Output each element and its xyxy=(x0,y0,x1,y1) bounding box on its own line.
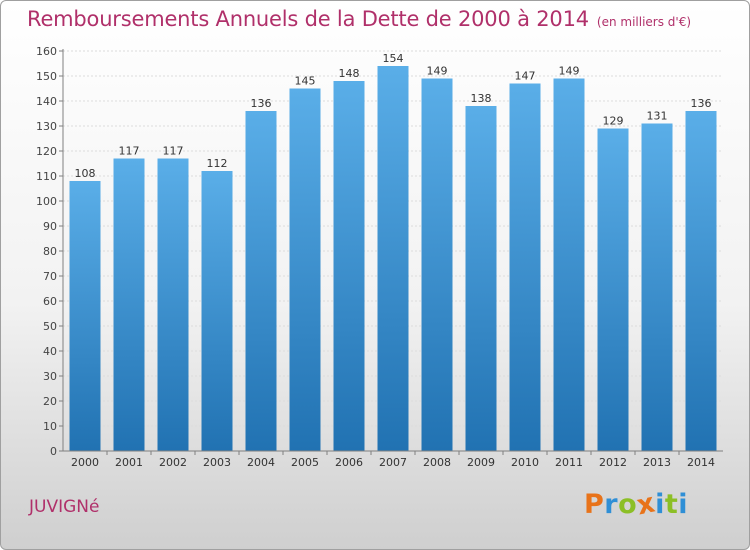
y-tick-label: 100 xyxy=(36,195,57,208)
x-tick-label-2004: 2004 xyxy=(247,456,275,469)
value-label-2003: 112 xyxy=(207,157,228,170)
bar-2014 xyxy=(685,111,717,451)
y-tick-label: 0 xyxy=(50,445,57,458)
y-tick-label: 130 xyxy=(36,120,57,133)
chart-title-text: Remboursements Annuels de la Dette de 20… xyxy=(27,7,589,31)
proxiti-logo: Proxiti xyxy=(584,487,689,521)
x-tick-label-2008: 2008 xyxy=(423,456,451,469)
bar-2000 xyxy=(69,181,101,451)
value-label-2004: 136 xyxy=(251,97,272,110)
value-label-2002: 117 xyxy=(163,145,184,158)
bar-2012 xyxy=(597,128,629,451)
bar-2008 xyxy=(421,78,453,451)
value-label-2001: 117 xyxy=(119,145,140,158)
x-tick-label-2001: 2001 xyxy=(115,456,143,469)
y-tick-label: 20 xyxy=(43,395,57,408)
bar-2011 xyxy=(553,78,585,451)
chart-title: Remboursements Annuels de la Dette de 20… xyxy=(27,7,691,31)
bar-2010 xyxy=(509,83,541,451)
commune-name: JUVIGNé xyxy=(29,497,100,517)
value-label-2000: 108 xyxy=(75,167,96,180)
y-tick-label: 160 xyxy=(36,45,57,58)
x-tick-label-2005: 2005 xyxy=(291,456,319,469)
bar-2004 xyxy=(245,111,277,451)
y-tick-label: 50 xyxy=(43,320,57,333)
bar-2001 xyxy=(113,158,145,451)
value-label-2006: 148 xyxy=(339,67,360,80)
bar-2003 xyxy=(201,171,233,451)
value-label-2007: 154 xyxy=(383,52,404,65)
logo-letter: r xyxy=(604,489,619,520)
x-tick-label-2007: 2007 xyxy=(379,456,407,469)
logo-letter: i xyxy=(678,489,689,520)
bar-2013 xyxy=(641,123,673,451)
value-label-2011: 149 xyxy=(559,65,580,78)
x-tick-label-2002: 2002 xyxy=(159,456,187,469)
bar-2009 xyxy=(465,106,497,451)
x-tick-label-2009: 2009 xyxy=(467,456,495,469)
y-tick-label: 110 xyxy=(36,170,57,183)
value-label-2008: 149 xyxy=(427,65,448,78)
value-label-2012: 129 xyxy=(603,115,624,128)
x-tick-label-2003: 2003 xyxy=(203,456,231,469)
bar-2006 xyxy=(333,81,365,451)
x-tick-label-2012: 2012 xyxy=(599,456,627,469)
chart-unit: (en milliers d'€) xyxy=(596,15,692,29)
y-tick-label: 70 xyxy=(43,270,57,283)
x-tick-label-2011: 2011 xyxy=(555,456,583,469)
value-label-2009: 138 xyxy=(471,92,492,105)
bar-2002 xyxy=(157,158,189,451)
y-tick-label: 150 xyxy=(36,70,57,83)
x-tick-label-2010: 2010 xyxy=(511,456,539,469)
y-tick-labels: 0 10 20 30 40 50 60 70 80 90 100 110 120 130 140 150 160 xyxy=(36,45,63,458)
value-label-2010: 147 xyxy=(515,70,536,83)
y-tick-label: 120 xyxy=(36,145,57,158)
x-tick-label-2006: 2006 xyxy=(335,456,363,469)
y-tick-label: 90 xyxy=(43,220,57,233)
x-tick-label-2000: 2000 xyxy=(71,456,99,469)
y-tick-label: 140 xyxy=(36,95,57,108)
y-tick-label: 40 xyxy=(43,345,57,358)
logo-letter: P xyxy=(584,489,605,520)
y-tick-label: 80 xyxy=(43,245,57,258)
x-tick-label-2013: 2013 xyxy=(643,456,671,469)
value-label-2014: 136 xyxy=(691,97,712,110)
y-tick-label: 10 xyxy=(43,420,57,433)
x-tick-label-2014: 2014 xyxy=(687,456,715,469)
logo-letter: i xyxy=(655,489,665,520)
logo-letter: t xyxy=(664,489,679,520)
x-tick-labels: 2000 2001 2002 2003 2004 2005 2006 2007 2008 2009… xyxy=(71,451,715,469)
logo-letter: o xyxy=(618,489,638,520)
y-tick-label: 30 xyxy=(43,370,57,383)
axes xyxy=(62,49,723,452)
value-label-2005: 145 xyxy=(295,75,316,88)
bar-2005 xyxy=(289,88,321,451)
value-labels: 108 117 117 112 136 145 148 154 149 138 147 149 129 1… xyxy=(75,52,712,180)
y-tick-label: 60 xyxy=(43,295,57,308)
bar-2007 xyxy=(377,66,409,451)
bars xyxy=(69,66,717,451)
value-label-2013: 131 xyxy=(647,110,668,123)
